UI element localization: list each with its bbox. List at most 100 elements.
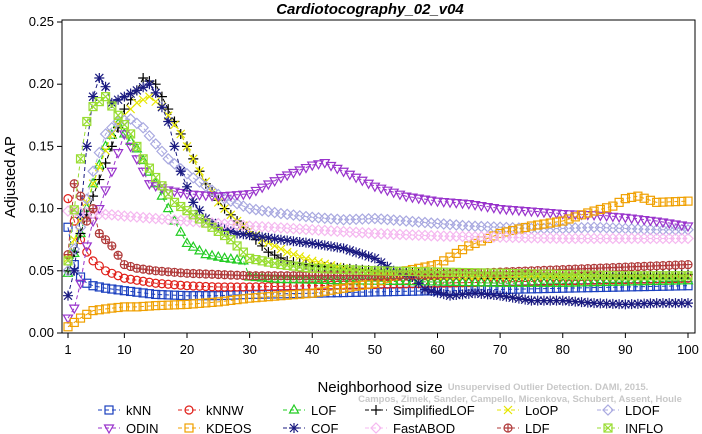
legend-item-knn: kNN [98, 403, 151, 418]
y-tick-label: 0.05 [29, 263, 54, 278]
point-cof [307, 238, 318, 249]
point-kdeos [201, 298, 211, 308]
point-knnw [100, 266, 111, 276]
point-knn [182, 291, 192, 301]
point-lof [475, 276, 487, 287]
point-odin [463, 200, 475, 210]
point-lof [638, 275, 650, 286]
point-lof [137, 154, 149, 165]
point-kdeos [107, 303, 117, 313]
point-lof [607, 276, 619, 286]
point-ldof [199, 180, 212, 193]
point-kdeos [539, 219, 549, 229]
point-lof [350, 274, 362, 285]
point-knnw [213, 282, 223, 292]
legend-label: LOF [311, 403, 336, 418]
point-cof [269, 233, 280, 244]
legend-item-simplifiedlof: SimplifiedLOF [365, 403, 475, 418]
watermark-line-2: Campos, Zimek, Sander, Campello, Micenko… [358, 394, 682, 405]
point-cof [564, 296, 575, 307]
legend-item-inflo: INFLO [597, 421, 663, 434]
point-kdeos [633, 191, 643, 201]
point-kdeos [276, 291, 286, 301]
point-lof [494, 277, 506, 287]
point-cof [344, 245, 355, 256]
point-knn [213, 291, 223, 301]
point-kdeos [138, 301, 148, 312]
point-knnw [163, 279, 173, 289]
point-ldf [94, 228, 104, 239]
point-odin [544, 208, 556, 219]
point-inflo [107, 101, 117, 111]
point-odin [237, 190, 249, 201]
point-cof [150, 87, 161, 98]
point-odin [262, 180, 274, 191]
legend-label: ODIN [126, 421, 159, 434]
point-cof [169, 141, 180, 152]
point-lof [525, 277, 537, 287]
point-odin [619, 213, 631, 224]
point-kdeos [683, 196, 693, 206]
legend-label: LoOP [525, 403, 558, 418]
point-cof [482, 289, 493, 300]
point-cof [432, 287, 443, 298]
point-knn [63, 222, 73, 232]
point-odin [475, 202, 487, 212]
point-kdeos [601, 203, 612, 213]
point-odin [206, 192, 218, 202]
point-cof [313, 239, 324, 250]
point-kdeos [645, 195, 656, 205]
point-kdeos [144, 301, 155, 311]
point-lof [344, 274, 356, 285]
point-odin [312, 160, 325, 171]
legend-marker-knnw [184, 405, 194, 415]
point-knnw [138, 276, 148, 286]
point-cof [376, 257, 387, 268]
point-kdeos [664, 197, 674, 207]
point-kdeos [194, 298, 205, 308]
point-cof [88, 91, 99, 102]
point-odin [68, 304, 80, 315]
point-loop [144, 92, 154, 102]
point-knnw [219, 282, 230, 292]
point-lof [544, 277, 556, 287]
point-inflo [119, 120, 129, 130]
point-kdeos [501, 227, 511, 237]
point-cof [576, 297, 587, 308]
point-odin [287, 168, 299, 179]
point-kdeos [495, 228, 505, 239]
point-kdeos [176, 300, 186, 310]
point-kdeos [545, 218, 555, 228]
x-tick-label: 50 [368, 342, 382, 357]
point-lof [181, 237, 193, 248]
point-knn [132, 287, 142, 297]
point-cof [163, 116, 174, 127]
point-odin [644, 216, 656, 227]
point-cof [495, 290, 506, 301]
point-lof [457, 276, 469, 287]
point-odin [244, 190, 256, 200]
point-odin [275, 173, 287, 184]
point-lof [644, 275, 656, 286]
point-odin [300, 163, 312, 174]
point-inflo [63, 256, 73, 266]
point-ldf [88, 204, 98, 214]
point-cof [75, 209, 86, 220]
point-odin [638, 215, 650, 226]
point-kdeos [219, 296, 230, 306]
point-odin [431, 197, 444, 208]
point-kdeos [188, 299, 198, 309]
point-ldof [131, 117, 143, 130]
point-knnw [232, 282, 242, 292]
point-odin [444, 198, 456, 209]
point-kdeos [163, 300, 173, 310]
point-lof [219, 252, 231, 262]
point-ldof [143, 129, 156, 142]
point-odin [669, 220, 682, 231]
legend-marker-ldf [503, 423, 513, 433]
point-knn [119, 286, 129, 296]
point-lof [431, 275, 444, 286]
point-ldof [231, 197, 243, 210]
point-odin [112, 149, 124, 159]
point-fastabod [682, 232, 694, 245]
